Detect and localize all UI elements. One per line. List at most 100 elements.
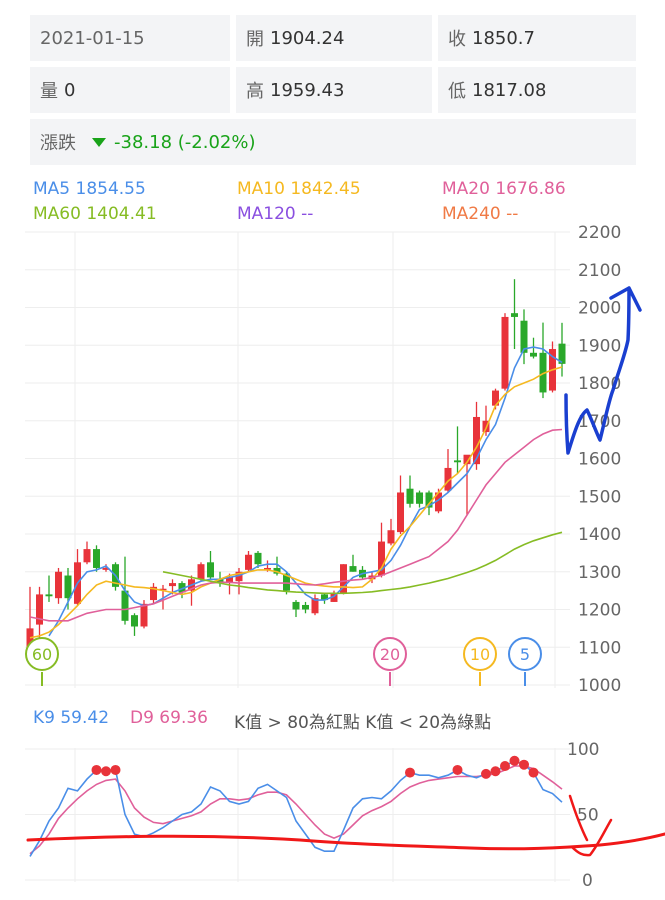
price-tick-label: 1600 — [578, 450, 621, 470]
candle-body — [387, 530, 395, 544]
k-legend: K9 59.42 — [33, 708, 110, 728]
marker-circle — [463, 637, 497, 671]
volume-value: 0 — [64, 79, 76, 101]
volume-label: 量 — [40, 81, 58, 102]
candle-body — [454, 460, 461, 463]
triangle-down-icon — [92, 137, 106, 147]
k-overbought-dot — [452, 764, 463, 775]
open-cell: 開 1904.24 — [236, 15, 432, 61]
candle-body — [340, 564, 347, 593]
d-legend: D9 69.36 — [130, 708, 208, 728]
high-label: 高 — [246, 81, 264, 102]
price-tick-label: 1000 — [578, 676, 621, 696]
candle-body — [378, 541, 385, 576]
grid-lines — [25, 231, 570, 882]
candle-body — [36, 594, 43, 625]
candle-body — [140, 603, 148, 627]
kd-tick-label: 50 — [577, 806, 599, 826]
kd-axis: 100 50 0 — [567, 740, 599, 891]
price-tick-label: 1800 — [578, 374, 621, 394]
k-overbought-dot — [490, 766, 501, 777]
ma-markers: 60 20 10 5 — [25, 637, 542, 686]
candle-body — [159, 588, 167, 591]
open-label: 開 — [246, 29, 264, 50]
marker-circle — [25, 637, 59, 671]
kd-note: K值 > 80為紅點 K值 < 20為綠點 — [234, 713, 492, 733]
candle-body — [131, 615, 138, 627]
candle-body — [492, 390, 499, 406]
low-value: 1817.08 — [472, 79, 547, 101]
high-value: 1959.43 — [270, 79, 345, 101]
price-tick-label: 1100 — [578, 638, 621, 658]
price-tick-label: 1200 — [578, 601, 621, 621]
candle-body — [501, 316, 509, 389]
price-tick-label: 1900 — [578, 336, 621, 356]
candles — [26, 279, 566, 652]
price-tick-label: 1300 — [578, 563, 621, 583]
candle-body — [207, 562, 214, 578]
candle-body — [93, 549, 100, 568]
candle-body — [397, 492, 404, 533]
candle-body — [530, 352, 537, 357]
k-overbought-dot — [528, 767, 539, 778]
kd-tick-label: 100 — [567, 740, 599, 760]
marker-label: 20 — [380, 645, 400, 664]
candle-body — [150, 586, 157, 601]
marker-label: 60 — [32, 645, 52, 664]
candle-body — [178, 583, 186, 593]
k-overbought-dot — [481, 768, 491, 779]
ma-lines — [29, 346, 563, 639]
candle-body — [511, 313, 518, 317]
candle-body — [245, 554, 252, 570]
price-tick-label: 2200 — [578, 223, 621, 243]
candle-body — [273, 567, 281, 574]
ma5-legend: MA5 1854.55 — [33, 179, 146, 199]
k-overbought-dot — [509, 755, 520, 766]
candle-body — [197, 564, 205, 580]
candle-body — [121, 590, 129, 621]
candle-body — [473, 416, 480, 465]
k9-line — [29, 759, 563, 857]
ma10-line — [29, 366, 563, 639]
candle-body — [169, 583, 176, 587]
change-cell: 漲跌 -38.18 (-2.02%) — [30, 119, 636, 165]
ma240-legend: MA240 -- — [442, 204, 519, 224]
candle-body — [64, 575, 72, 599]
ma20-line — [29, 428, 563, 622]
change-label: 漲跌 — [40, 133, 76, 154]
marker-label: 5 — [520, 645, 530, 664]
open-value: 1904.24 — [270, 27, 345, 49]
candle-body — [435, 492, 442, 512]
k-overbought-dot — [91, 764, 102, 775]
date-value: 2021-01-15 — [40, 27, 145, 49]
price-tick-label: 2100 — [578, 261, 621, 281]
k-overbought-dot — [519, 759, 529, 770]
ma20-marker: 20 — [373, 637, 407, 686]
candle-body — [83, 549, 91, 563]
kd-tick-label: 0 — [582, 871, 593, 891]
ma5-marker: 5 — [508, 637, 542, 686]
marker-circle — [373, 637, 407, 671]
price-axis: 2200210020001900180017001600150014001300… — [578, 223, 621, 696]
low-cell: 低 1817.08 — [438, 67, 636, 113]
candle-body — [463, 454, 471, 465]
kd-lines — [29, 755, 563, 857]
candle-body — [226, 577, 233, 584]
close-value: 1850.7 — [472, 27, 535, 49]
candle-body — [416, 492, 423, 504]
candle-body — [349, 566, 357, 572]
ma10-legend: MA10 1842.45 — [237, 179, 361, 199]
candle-body — [302, 604, 309, 610]
candle-body — [254, 552, 262, 565]
candle-body — [283, 573, 290, 591]
close-label: 收 — [448, 29, 466, 50]
red-annotation-line — [26, 832, 665, 851]
candle-body — [330, 592, 338, 602]
ma60-marker: 60 — [25, 637, 59, 686]
candle-body — [444, 467, 452, 491]
change-value: -38.18 (-2.02%) — [114, 131, 256, 153]
hand-drawn-annotations — [26, 286, 665, 857]
red-annotation-check — [568, 794, 613, 857]
